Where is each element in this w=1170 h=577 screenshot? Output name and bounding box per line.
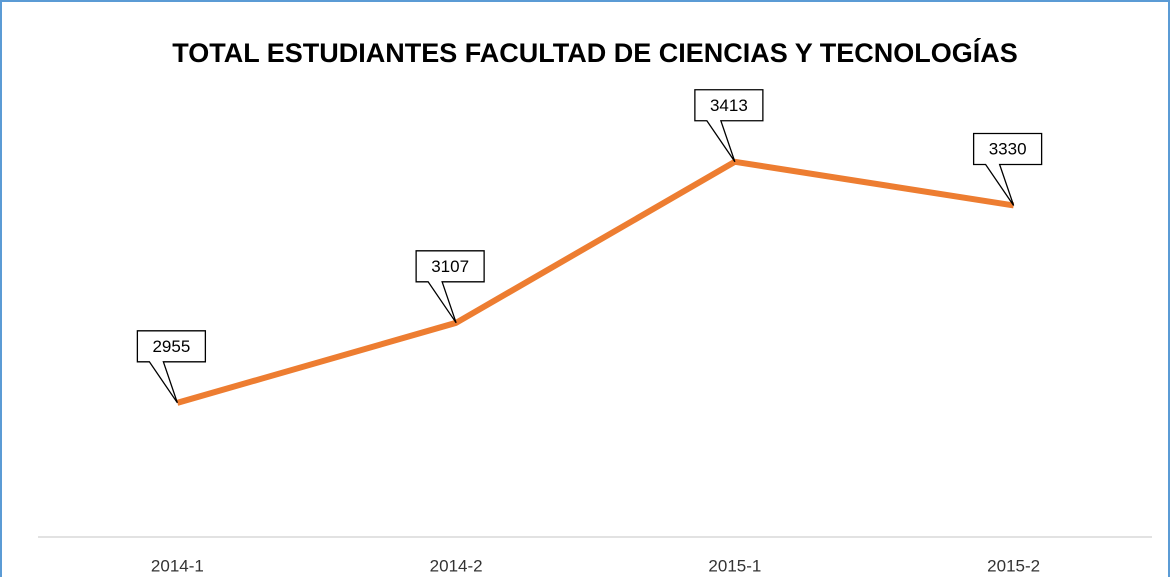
data-label: 3330 (989, 139, 1027, 158)
x-tick-label: 2015-1 (708, 556, 761, 575)
data-label-callout (415, 250, 485, 324)
x-tick-label: 2014-2 (430, 556, 483, 575)
data-label: 3413 (710, 96, 748, 115)
x-tick-label: 2015-2 (987, 556, 1040, 575)
data-label-callout (694, 89, 764, 163)
data-label: 3107 (431, 257, 469, 276)
data-label-callout (136, 330, 207, 404)
data-label: 2955 (152, 337, 190, 356)
x-tick-label: 2014-1 (151, 556, 204, 575)
chart-title: TOTAL ESTUDIANTES FACULTAD DE CIENCIAS Y… (172, 37, 1018, 68)
line (176, 158, 1015, 406)
data-label-callout (972, 132, 1043, 206)
